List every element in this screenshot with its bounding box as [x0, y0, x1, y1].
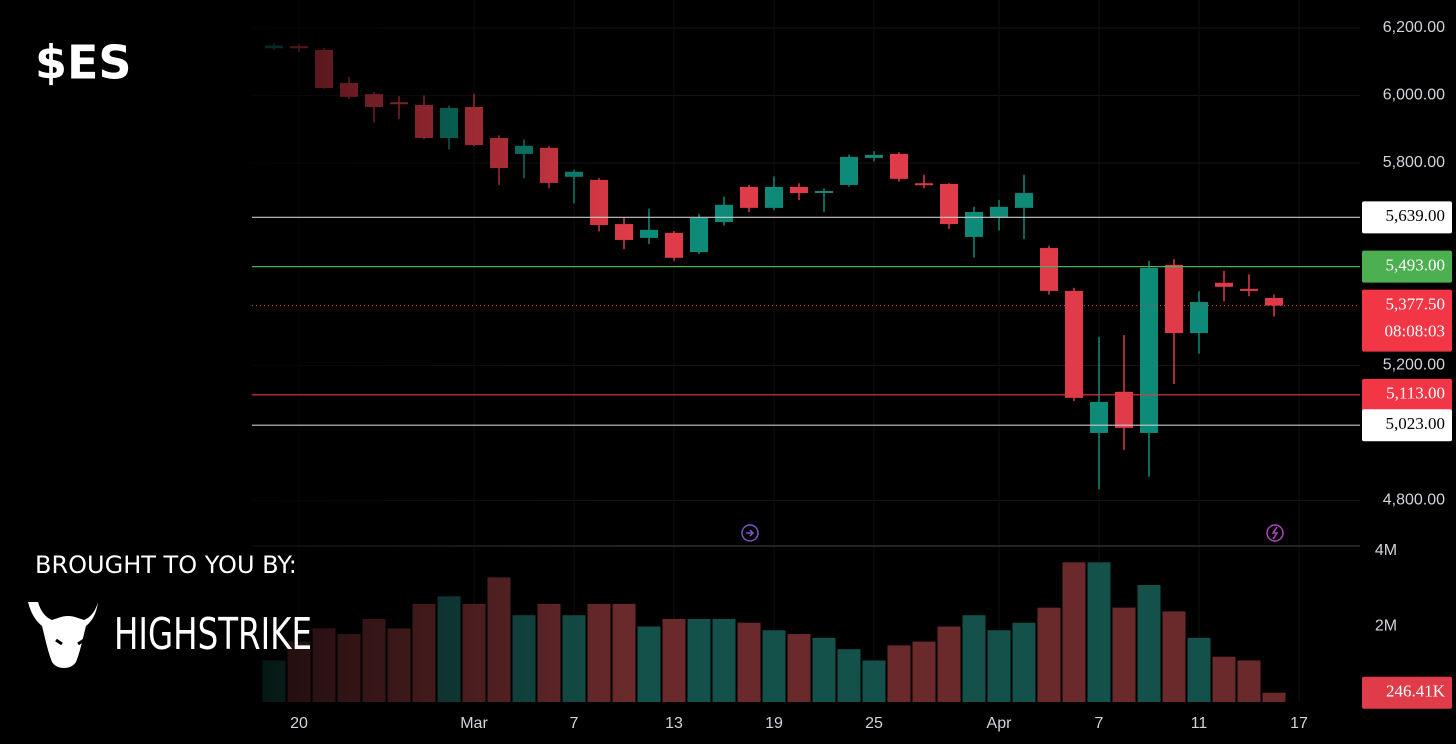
candle-body — [1065, 290, 1083, 398]
volume-bar — [887, 645, 911, 702]
volume-bar — [1137, 584, 1161, 702]
candle-body — [915, 183, 933, 186]
volume-bar — [737, 622, 761, 702]
price-label: 5,493.00 — [1386, 256, 1446, 275]
candle-body — [765, 186, 783, 208]
volume-bar — [1012, 622, 1036, 702]
x-tick-label: 7 — [1095, 715, 1104, 732]
candle-body — [1090, 401, 1108, 433]
volume-bar — [1087, 562, 1111, 702]
y-tick-label: 6,200.00 — [1383, 19, 1445, 36]
volume-bar — [1237, 660, 1261, 702]
y-tick-label: 5,200.00 — [1383, 357, 1445, 374]
volume-bar — [937, 626, 961, 702]
candle-body — [1240, 288, 1258, 291]
candle-body — [940, 183, 958, 225]
candle-body — [840, 156, 858, 185]
candle-body — [965, 211, 983, 237]
y-tick-label: 6,000.00 — [1383, 87, 1445, 104]
candle-body — [1190, 302, 1208, 334]
volume-bar — [1162, 611, 1186, 702]
volume-bar — [1037, 607, 1061, 702]
volume-bar — [962, 615, 986, 702]
candle-body — [1165, 264, 1183, 334]
price-label: 5,023.00 — [1386, 414, 1446, 433]
x-tick-label: 17 — [1290, 715, 1308, 732]
candle-body — [740, 186, 758, 208]
candle-body — [990, 206, 1008, 217]
candle-body — [1115, 391, 1133, 428]
price-label-box — [1362, 201, 1452, 234]
candle-body — [640, 229, 658, 238]
event-icon[interactable] — [1266, 524, 1284, 542]
price-label-box — [1362, 378, 1452, 411]
candle-body — [1040, 248, 1058, 291]
candle-body — [665, 232, 683, 258]
volume-bar — [837, 649, 861, 702]
candle-body — [690, 218, 708, 253]
candle-body — [1265, 297, 1283, 306]
bull-logo — [28, 602, 98, 668]
price-label: 5,377.50 — [1386, 294, 1446, 313]
volume-label-box — [1362, 676, 1452, 709]
volume-tick-label: 4M — [1375, 542, 1397, 559]
volume-bar — [862, 660, 886, 702]
volume-bar — [687, 618, 711, 702]
price-label-box — [1362, 250, 1452, 283]
tagline: BROUGHT TO YOU BY: — [35, 551, 297, 579]
candle-body — [890, 153, 908, 179]
volume-bar — [912, 641, 936, 702]
volume-bar — [987, 630, 1011, 702]
x-tick-label: 19 — [765, 715, 783, 732]
volume-bar — [1112, 607, 1136, 702]
event-icon[interactable] — [741, 524, 759, 542]
candle-body — [815, 191, 833, 194]
candle-body — [1215, 282, 1233, 287]
x-tick-label: 20 — [290, 715, 308, 732]
volume-bar — [1187, 637, 1211, 702]
price-label: 5,639.00 — [1386, 206, 1446, 225]
volume-bar — [1262, 692, 1286, 702]
bull-logo-eyes — [55, 638, 85, 646]
x-tick-label: 7 — [570, 715, 579, 732]
candle-body — [715, 204, 733, 223]
candle-body — [790, 186, 808, 194]
candle-body — [1140, 267, 1158, 433]
fade-overlay — [252, 0, 632, 702]
price-lines: 5,639.00 5,493.00 5,377.50 08:08:03 5,113.00… — [252, 201, 1452, 709]
volume-bar — [787, 634, 811, 702]
event-icon-glyph — [746, 529, 755, 537]
x-tick-label: Apr — [987, 715, 1013, 732]
price-label-box — [1362, 409, 1452, 442]
volume-bar — [1212, 656, 1236, 702]
volume-tick-label: 2M — [1375, 618, 1397, 635]
volume-label: 246.41K — [1386, 682, 1446, 701]
x-tick-label: Mar — [460, 715, 488, 732]
candle-body — [865, 154, 883, 158]
event-icon-glyph — [1271, 526, 1279, 540]
axis-labels: 4,800.00 5,200.00 5,800.00 6,000.00 6,200.00… — [290, 19, 1445, 732]
volume-bar — [1062, 562, 1086, 702]
volume-bar — [762, 630, 786, 702]
y-tick-label: 4,800.00 — [1383, 492, 1445, 509]
countdown: 08:08:03 — [1385, 321, 1445, 340]
x-tick-label: 11 — [1191, 715, 1208, 732]
price-label: 5,113.00 — [1386, 384, 1445, 403]
volume-bar — [712, 618, 736, 702]
x-tick-label: 25 — [865, 715, 883, 732]
x-tick-label: 13 — [665, 715, 683, 732]
volume-bar — [812, 637, 836, 702]
volume-bar — [662, 618, 686, 702]
y-tick-label: 5,800.00 — [1383, 154, 1445, 171]
brand-name: HIGHSTRIKE — [114, 609, 312, 660]
chart-title: $ES — [35, 36, 132, 90]
price-label-box — [1362, 289, 1452, 352]
volume-bar — [637, 626, 661, 702]
candle-body — [1015, 193, 1033, 208]
